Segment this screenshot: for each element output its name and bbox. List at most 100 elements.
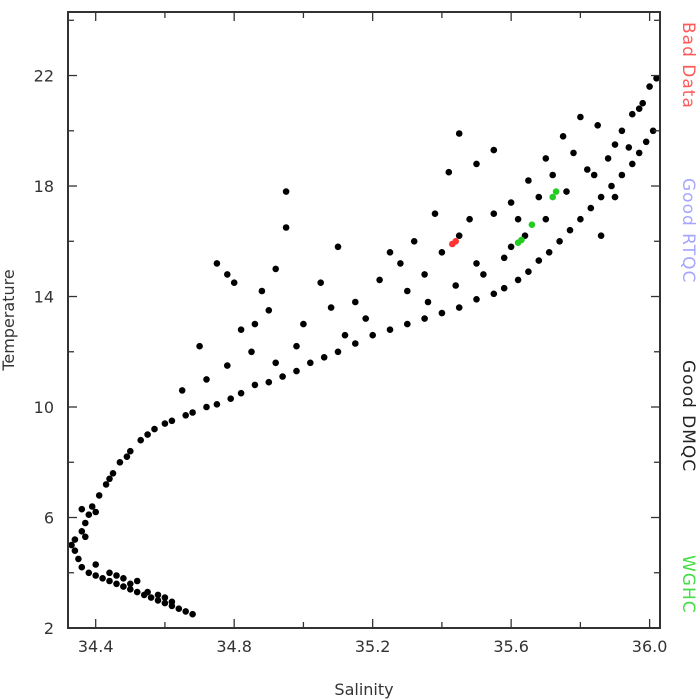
data-point xyxy=(525,177,532,184)
data-point xyxy=(566,226,574,234)
data-point xyxy=(95,492,103,499)
data-point xyxy=(452,238,460,245)
x-tick-label: 35.2 xyxy=(355,637,391,656)
tick-labels: 34.4 34.8 35.2 35.6 36.0 2 6 10 14 18 22 xyxy=(34,67,668,656)
data-point xyxy=(282,188,290,195)
data-point xyxy=(279,373,286,380)
data-point xyxy=(410,238,418,245)
data-point xyxy=(362,315,370,322)
data-point xyxy=(421,315,428,322)
data-point xyxy=(251,381,259,389)
data-point xyxy=(213,401,221,408)
data-point xyxy=(154,591,162,599)
data-point xyxy=(635,105,643,112)
data-point xyxy=(282,224,290,231)
data-point xyxy=(161,594,169,601)
data-point xyxy=(78,505,86,513)
x-tick-label: 35.6 xyxy=(493,637,529,656)
data-point xyxy=(85,511,93,518)
data-point xyxy=(168,417,176,425)
data-point xyxy=(386,249,394,256)
data-point xyxy=(68,541,75,549)
data-point xyxy=(102,481,110,488)
data-point xyxy=(466,215,473,223)
axis-ticks xyxy=(68,12,660,629)
data-point xyxy=(549,193,556,201)
data-point xyxy=(500,254,508,262)
plot-frame xyxy=(67,11,661,629)
data-point xyxy=(352,340,359,347)
data-point xyxy=(99,575,106,582)
data-point xyxy=(320,354,328,361)
data-point xyxy=(649,127,657,135)
data-point xyxy=(611,141,619,148)
data-point xyxy=(144,431,151,438)
data-point xyxy=(535,193,543,201)
data-point xyxy=(175,605,183,612)
data-point xyxy=(587,204,595,212)
data-point xyxy=(455,130,463,137)
data-point xyxy=(251,320,259,328)
data-point xyxy=(653,75,660,82)
data-point xyxy=(203,376,210,383)
data-point xyxy=(352,298,359,306)
data-point xyxy=(490,290,498,298)
data-point xyxy=(127,580,134,588)
x-tick-label: 34.8 xyxy=(216,637,252,656)
data-point xyxy=(82,533,89,541)
data-point xyxy=(113,580,120,588)
data-point xyxy=(189,409,196,416)
data-point xyxy=(597,193,605,201)
data-point xyxy=(147,594,155,601)
data-point xyxy=(556,238,563,245)
data-point xyxy=(397,260,404,267)
data-point xyxy=(71,547,79,554)
data-point xyxy=(635,149,643,157)
data-point xyxy=(127,586,134,593)
data-point xyxy=(438,249,446,256)
data-point xyxy=(559,133,567,140)
data-point xyxy=(376,276,383,284)
data-point xyxy=(542,155,550,162)
data-point xyxy=(182,608,189,615)
data-point xyxy=(227,395,234,403)
series-bad-data xyxy=(449,238,460,248)
legend-item: WGHC xyxy=(678,555,698,614)
data-point xyxy=(109,470,117,477)
data-point xyxy=(629,110,636,118)
data-point xyxy=(594,122,601,129)
y-tick-label: 22 xyxy=(34,67,54,86)
legend: Bad Data Good RTQC Good DMQC WGHC xyxy=(678,22,698,614)
data-point xyxy=(258,287,266,295)
y-axis-title: Temperature xyxy=(0,269,18,371)
data-point xyxy=(341,331,349,339)
data-point xyxy=(480,271,487,278)
data-point xyxy=(629,160,636,168)
data-point xyxy=(178,387,186,394)
data-point xyxy=(552,188,560,195)
data-point xyxy=(438,309,446,317)
data-point xyxy=(404,287,411,295)
data-point xyxy=(577,215,584,223)
data-point xyxy=(265,307,273,314)
data-point xyxy=(608,182,615,190)
data-point xyxy=(237,326,245,334)
data-point xyxy=(213,260,221,267)
data-point xyxy=(525,268,532,276)
data-point xyxy=(293,342,300,350)
data-point xyxy=(473,296,480,303)
data-point xyxy=(424,298,432,306)
y-tick-label: 10 xyxy=(34,398,54,417)
data-point xyxy=(120,575,127,582)
data-point xyxy=(514,276,522,284)
data-point xyxy=(455,232,463,239)
data-point xyxy=(71,536,79,543)
x-axis-title: Salinity xyxy=(334,680,393,699)
legend-item: Bad Data xyxy=(678,22,698,109)
data-point xyxy=(123,453,131,461)
data-point xyxy=(334,348,342,356)
data-point xyxy=(300,320,307,328)
y-tick-label: 14 xyxy=(34,288,54,307)
data-point xyxy=(490,210,498,217)
data-point xyxy=(224,362,231,369)
